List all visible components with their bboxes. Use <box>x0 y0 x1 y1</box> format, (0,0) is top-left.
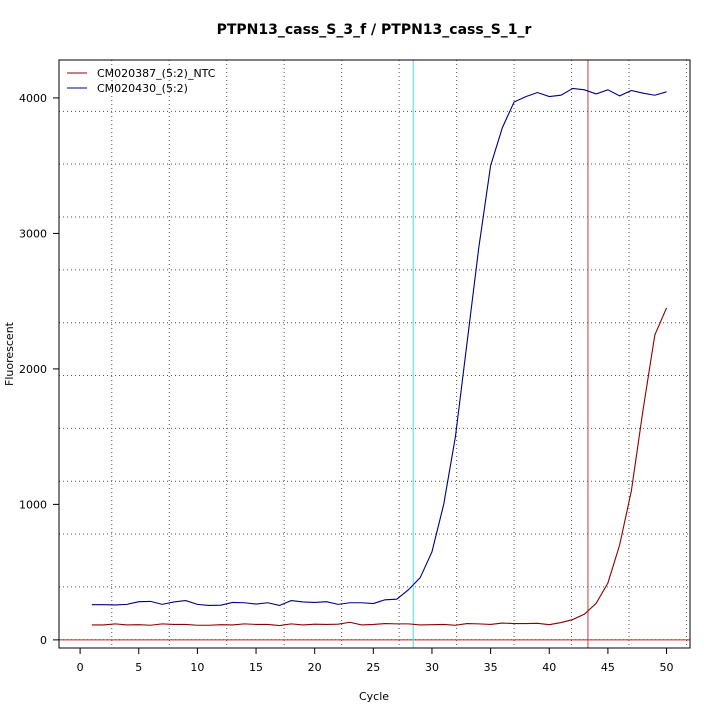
y-tick-label: 0 <box>40 634 47 647</box>
x-tick-label: 20 <box>308 661 322 674</box>
x-tick-label: 10 <box>190 661 204 674</box>
grid-layer <box>59 60 690 648</box>
x-tick-label: 45 <box>601 661 615 674</box>
y-tick-label: 1000 <box>19 498 47 511</box>
x-tick-label: 30 <box>425 661 439 674</box>
plot-frame <box>58 59 691 649</box>
x-tick-label: 40 <box>542 661 556 674</box>
x-tick-label: 15 <box>249 661 263 674</box>
y-tick-label: 4000 <box>19 92 47 105</box>
legend: CM020387_(5:2)_NTC CM020430_(5:2) <box>67 67 216 95</box>
chart-title: PTPN13_cass_S_3_f / PTPN13_cass_S_1_r <box>217 22 532 38</box>
y-axis: 0 1000 2000 3000 4000 <box>19 92 59 647</box>
series-line-1 <box>91 87 667 607</box>
x-tick-label: 0 <box>77 661 84 674</box>
y-tick-label: 2000 <box>19 363 47 376</box>
threshold-layer <box>59 60 690 648</box>
x-tick-label: 35 <box>484 661 498 674</box>
x-axis-label: Cycle <box>359 690 389 703</box>
x-axis: 0 5 10 15 20 25 30 35 40 45 50 <box>77 648 674 674</box>
legend-label-0: CM020387_(5:2)_NTC <box>97 67 216 80</box>
y-tick-label: 3000 <box>19 227 47 240</box>
y-axis-label: Fluorescent <box>3 321 16 386</box>
x-tick-label: 5 <box>135 661 142 674</box>
x-tick-label: 50 <box>660 661 674 674</box>
legend-label-1: CM020430_(5:2) <box>97 82 188 95</box>
series-line-0 <box>91 307 668 627</box>
x-tick-label: 25 <box>366 661 380 674</box>
series-layer <box>91 87 668 627</box>
